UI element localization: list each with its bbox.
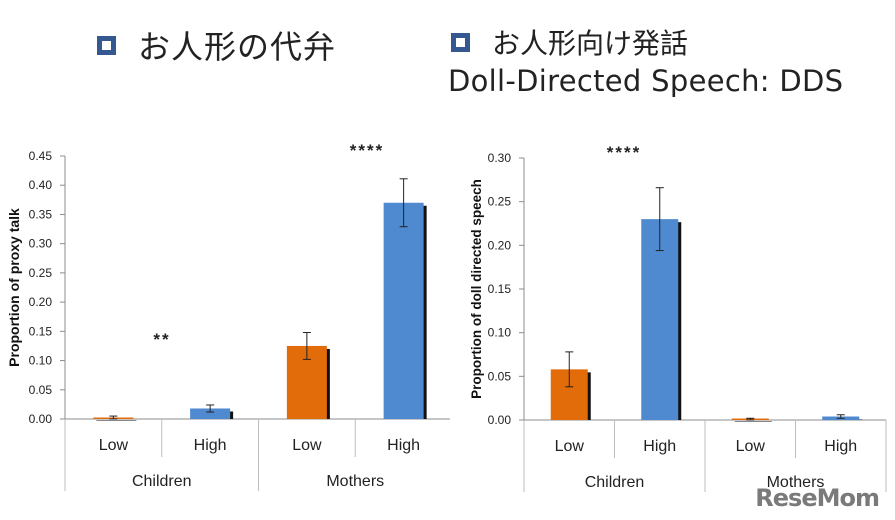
legend-proxy-talk: お人形の代弁 (97, 22, 336, 68)
x-category-label: High (194, 437, 227, 454)
x-category-label: Low (555, 438, 585, 455)
y-tick-label: 0.30 (488, 151, 512, 165)
x-category-label: Low (736, 438, 766, 455)
y-tick-label: 0.15 (29, 324, 53, 338)
x-group-label: Children (132, 473, 192, 490)
legend-square-icon (97, 35, 116, 55)
x-category-label: Low (292, 437, 322, 454)
resemom-watermark: ReseMom (755, 484, 880, 512)
y-tick-label: 0.00 (29, 412, 53, 426)
y-tick-label: 0.40 (29, 178, 53, 192)
x-group-label: Children (585, 474, 645, 491)
y-tick-label: 0.25 (29, 266, 53, 280)
y-tick-label: 0.05 (488, 369, 512, 383)
bar-children-high (190, 408, 231, 419)
legend-square-icon (451, 32, 470, 52)
y-axis-label: Proportion of doll directed speech (469, 179, 484, 399)
legend-dds: お人形向け発話 (451, 22, 688, 62)
x-category-label: High (387, 437, 420, 454)
dds-subtitle: Doll-Directed Speech: DDS (448, 64, 844, 98)
significance-marker: **** (607, 143, 641, 162)
y-tick-label: 0.25 (488, 195, 512, 209)
y-tick-label: 0.10 (488, 326, 512, 340)
significance-marker: **** (350, 141, 384, 160)
y-axis-label: Proportion of proxy talk (6, 208, 22, 367)
x-category-label: High (643, 438, 676, 455)
y-tick-label: 0.30 (29, 237, 53, 251)
bar-shadow (96, 420, 137, 421)
bar-children-high (641, 219, 679, 420)
x-category-label: Low (99, 437, 129, 454)
chart-doll-directed-speech: 0.00 0.05 0.10 0.15 0.20 0.25 0.30 Proportion o… (469, 143, 887, 492)
y-tick-label: 0.20 (488, 238, 512, 252)
y-tick-label: 0.20 (29, 295, 53, 309)
y-tick-label: 0.15 (488, 282, 512, 296)
bar-mothers-high (383, 202, 424, 419)
y-tick-label: 0.05 (29, 383, 53, 397)
bar-shadow (734, 421, 772, 422)
legend-dds-label: お人形向け発話 (492, 27, 689, 60)
legend-proxy-talk-label: お人形の代弁 (138, 28, 337, 66)
x-group-label: Mothers (767, 474, 825, 491)
significance-marker: ** (153, 330, 170, 349)
x-category-label: High (824, 438, 857, 455)
x-group-label: Mothers (326, 473, 384, 490)
y-tick-label: 0.35 (29, 207, 53, 221)
y-tick-label: 0.00 (488, 413, 512, 427)
y-tick-label: 0.10 (29, 354, 53, 368)
chart-proxy-talk: 0.00 0.05 0.10 0.15 0.20 0.25 0.30 0.35 0.40 0.45… (6, 141, 450, 491)
y-tick-label: 0.45 (29, 149, 53, 163)
